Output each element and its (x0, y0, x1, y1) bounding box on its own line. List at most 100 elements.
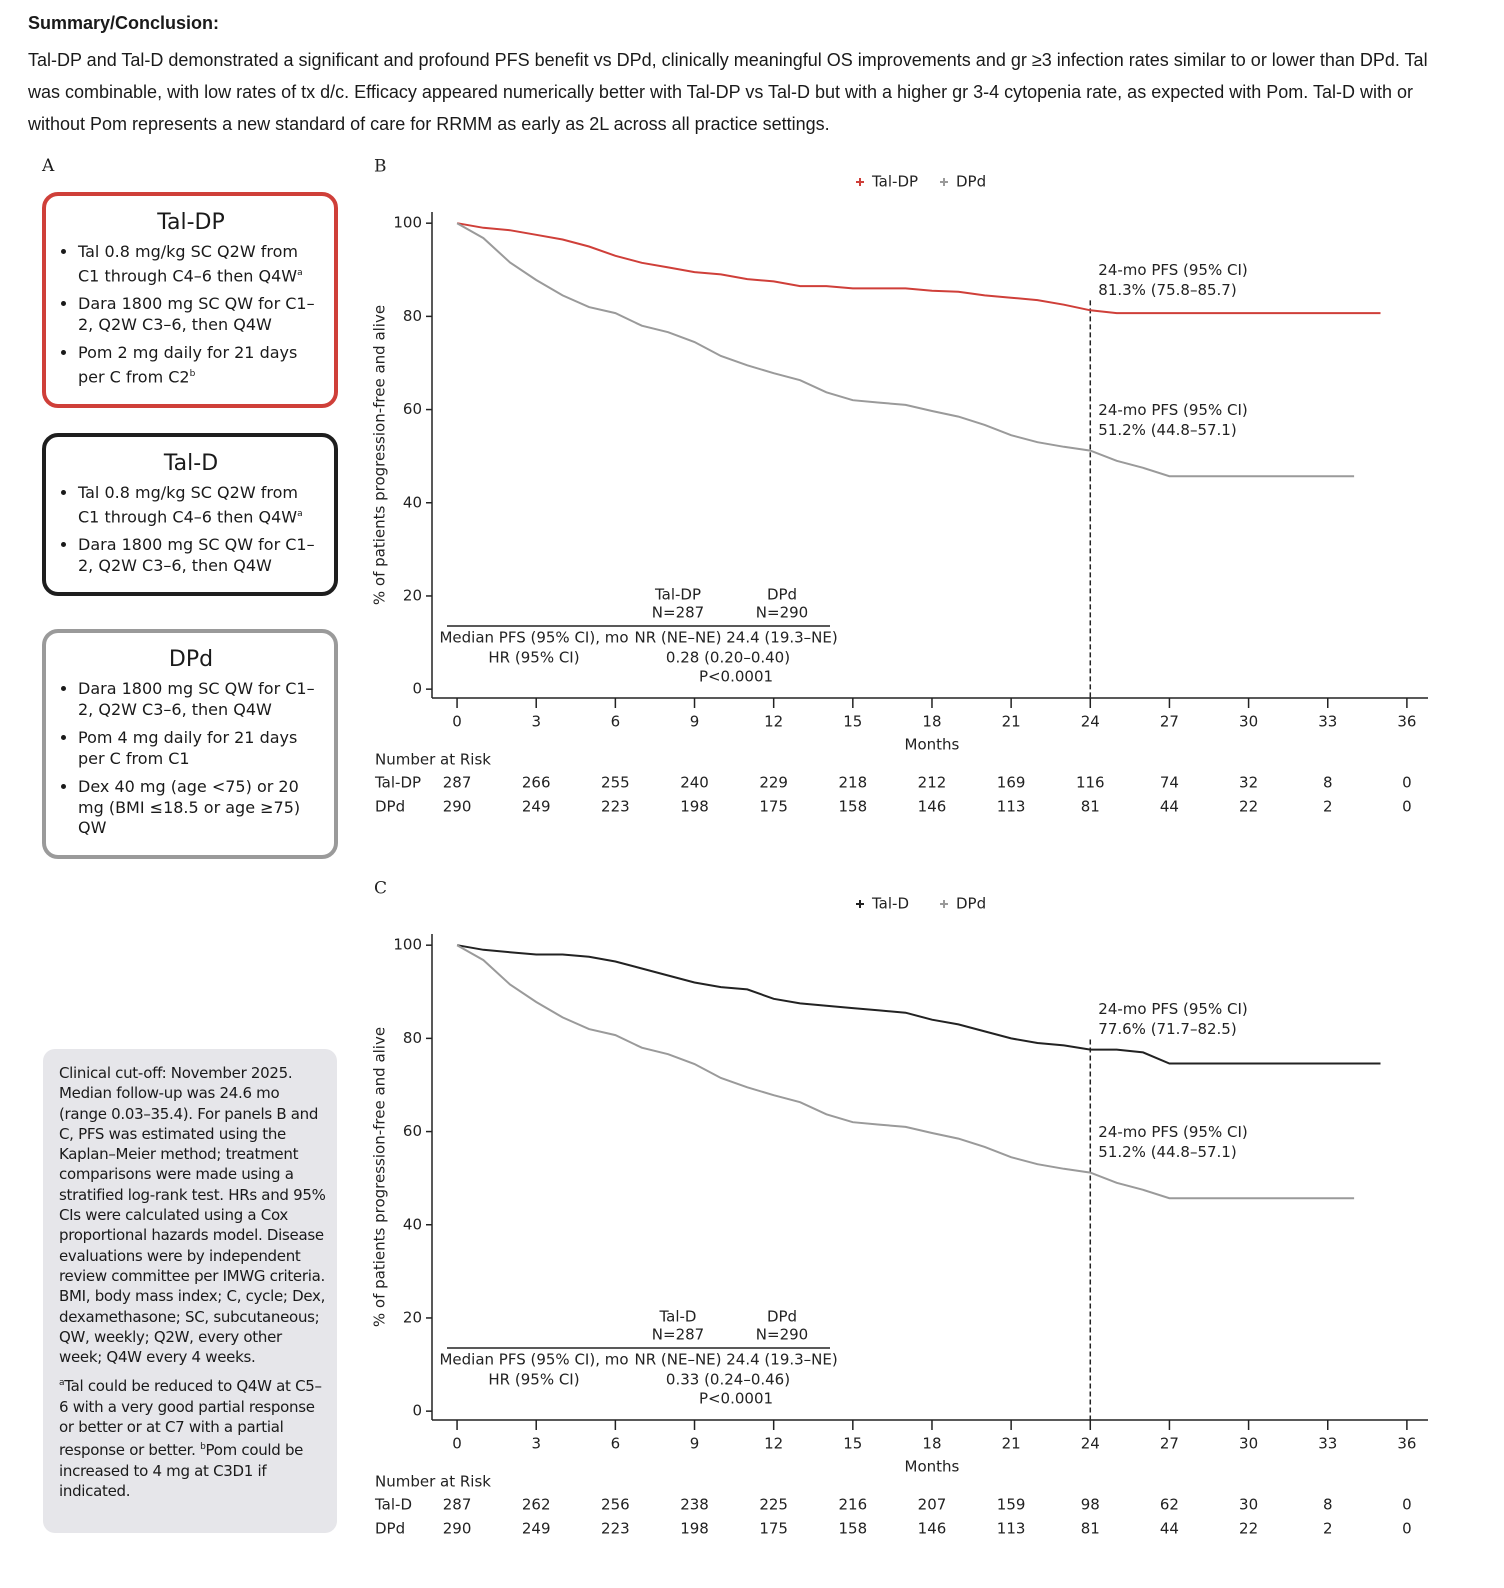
annotation: 24-mo PFS (95% CI) (1098, 401, 1247, 419)
annotation: 81.3% (75.8–85.7) (1098, 281, 1236, 299)
bullet-text: Tal 0.8 mg/kg SC Q2W from C1 through C4–… (78, 242, 298, 285)
legend-label: DPd (956, 895, 986, 913)
risk-title: Number at Risk (375, 751, 491, 769)
risk-value: 290 (443, 1520, 472, 1538)
km-curve (456, 944, 1355, 1200)
bullet-text: Dex 40 mg (age <75) or 20 mg (BMI ≤18.5 … (78, 777, 301, 837)
regimen-bullet: Dex 40 mg (age <75) or 20 mg (BMI ≤18.5 … (78, 777, 322, 839)
x-tick-label: 27 (1160, 713, 1179, 731)
legend-label: DPd (956, 173, 986, 191)
regimen-box: DPd Dara 1800 mg SC QW for C1–2, Q2W C3–6… (42, 629, 338, 859)
notes-box: Clinical cut-off: November 2025. Median … (43, 1049, 337, 1533)
footnote-mark: a (297, 267, 303, 278)
y-tick-label: 40 (403, 1215, 422, 1233)
risk-value: 113 (997, 798, 1026, 816)
regimen-list: Tal 0.8 mg/kg SC Q2W from C1 through C4–… (60, 242, 322, 388)
risk-value: 266 (522, 774, 551, 792)
risk-value: 207 (918, 1496, 947, 1514)
panel-label: B (374, 157, 387, 177)
risk-row-name: Tal-DP (374, 774, 421, 792)
y-axis-title: % of patients progression-free and alive (371, 1027, 389, 1327)
regimen-bullet: Pom 2 mg daily for 21 days per C from C2… (78, 343, 322, 387)
risk-value: 2 (1323, 1520, 1333, 1538)
risk-value: 0 (1402, 798, 1412, 816)
bullet-text: Dara 1800 mg SC QW for C1–2, Q2W C3–6, t… (78, 535, 315, 575)
risk-value: 44 (1160, 1520, 1179, 1538)
y-tick-label: 20 (403, 1308, 422, 1326)
risk-value: 116 (1076, 774, 1105, 792)
inset-cell: NR (NE–NE) (634, 629, 721, 647)
risk-value: 8 (1323, 1496, 1333, 1514)
inset-col-n: N=287 (652, 604, 704, 622)
annotation: 51.2% (44.8–57.1) (1098, 421, 1236, 439)
x-tick-label: 3 (531, 1435, 541, 1453)
x-tick-label: 30 (1239, 713, 1258, 731)
risk-value: 113 (997, 1520, 1026, 1538)
inset-col-n: N=290 (756, 1326, 808, 1344)
inset-row-label: Median PFS (95% CI), mo (439, 1351, 628, 1369)
y-tick-label: 0 (412, 680, 422, 698)
x-tick-label: 15 (843, 713, 862, 731)
km-curve (456, 944, 1381, 1065)
inset-cell: 0.33 (0.24–0.46) (666, 1371, 790, 1389)
bullet-text: Dara 1800 mg SC QW for C1–2, Q2W C3–6, t… (78, 679, 315, 719)
inset-p-value: P<0.0001 (699, 1390, 773, 1408)
risk-value: 255 (601, 774, 630, 792)
bullet-text: Pom 2 mg daily for 21 days per C from C2 (78, 343, 298, 387)
risk-value: 212 (918, 774, 947, 792)
risk-value: 0 (1402, 774, 1412, 792)
inset-col-name: Tal-D (658, 1308, 696, 1326)
inset-cell: 0.28 (0.20–0.40) (666, 649, 790, 667)
regimen-box: Tal-DP Tal 0.8 mg/kg SC Q2W from C1 throu… (42, 192, 338, 408)
regimen-bullet: Pom 4 mg daily for 21 days per C from C1 (78, 728, 322, 769)
risk-value: 8 (1323, 774, 1333, 792)
regimen-title: Tal-DP (157, 210, 225, 235)
inset-col-name: DPd (767, 1308, 797, 1326)
y-tick-label: 40 (403, 493, 422, 511)
x-tick-label: 30 (1239, 1435, 1258, 1453)
annotation: 77.6% (71.7–82.5) (1098, 1020, 1236, 1038)
footnote-mark: a (297, 508, 303, 519)
x-tick-label: 0 (452, 1435, 462, 1453)
risk-value: 249 (522, 798, 551, 816)
risk-value: 0 (1402, 1496, 1412, 1514)
risk-row-name: DPd (375, 798, 405, 816)
summary-text: Tal-DP and Tal-D demonstrated a signific… (28, 50, 1428, 134)
risk-value: 81 (1081, 798, 1100, 816)
inset-row-label: Median PFS (95% CI), mo (439, 629, 628, 647)
annotation: 51.2% (44.8–57.1) (1098, 1143, 1236, 1161)
risk-value: 287 (443, 774, 472, 792)
footnotes: aTal could be reduced to Q4W at C5–6 wit… (59, 1373, 327, 1501)
risk-value: 287 (443, 1496, 472, 1514)
footnote-mark: a (59, 1378, 65, 1389)
bullet-text: Tal 0.8 mg/kg SC Q2W from C1 through C4–… (78, 483, 298, 526)
risk-value: 262 (522, 1496, 551, 1514)
inset-p-value: P<0.0001 (699, 668, 773, 686)
x-tick-label: 18 (922, 713, 941, 731)
risk-value: 229 (759, 774, 788, 792)
risk-value: 238 (680, 1496, 709, 1514)
x-tick-label: 27 (1160, 1435, 1179, 1453)
footnote-mark: b (200, 1442, 206, 1453)
risk-value: 223 (601, 1520, 630, 1538)
x-tick-label: 24 (1081, 713, 1100, 731)
risk-value: 169 (997, 774, 1026, 792)
regimen-title: Tal-D (163, 451, 219, 476)
panel-label: C (374, 879, 387, 899)
y-tick-label: 20 (403, 586, 422, 604)
inset-col-name: DPd (767, 586, 797, 604)
risk-value: 98 (1081, 1496, 1100, 1514)
risk-value: 223 (601, 798, 630, 816)
y-tick-label: 0 (412, 1402, 422, 1420)
legend-label: Tal-D (871, 895, 909, 913)
risk-row-name: Tal-D (374, 1496, 412, 1514)
x-tick-label: 33 (1318, 713, 1337, 731)
x-tick-label: 6 (611, 713, 621, 731)
y-tick-label: 80 (403, 307, 422, 325)
risk-value: 158 (839, 1520, 868, 1538)
annotation: 24-mo PFS (95% CI) (1098, 1000, 1247, 1018)
inset-row-label: HR (95% CI) (488, 649, 579, 667)
x-axis-title: Months (905, 736, 960, 754)
risk-value: 256 (601, 1496, 630, 1514)
risk-value: 216 (839, 1496, 868, 1514)
